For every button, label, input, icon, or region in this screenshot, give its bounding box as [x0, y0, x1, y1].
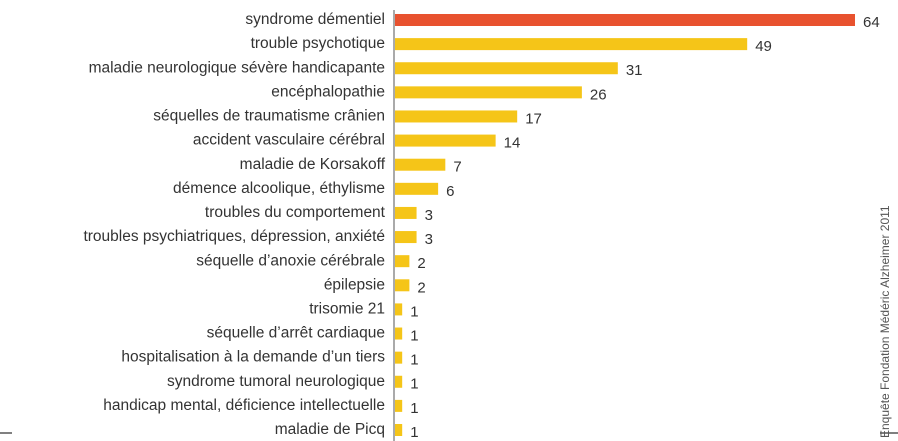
category-label: syndrome démentiel	[245, 11, 385, 28]
value-label: 64	[863, 14, 880, 31]
value-label: 17	[525, 110, 542, 127]
bar	[395, 206, 417, 219]
category-label: syndrome tumoral neurologique	[167, 373, 385, 390]
value-label: 1	[410, 352, 418, 369]
bar	[395, 86, 582, 99]
category-label: accident vasculaire cérébral	[193, 132, 385, 149]
value-label: 1	[410, 424, 418, 441]
category-label: trouble psychotique	[251, 35, 385, 52]
category-label: maladie de Korsakoff	[240, 156, 386, 173]
value-label: 3	[425, 231, 433, 248]
bar	[395, 303, 403, 316]
category-label: troubles psychiatriques, dépression, anx…	[83, 228, 385, 245]
category-label: séquelle d’anoxie cérébrale	[196, 252, 385, 269]
bar	[395, 327, 403, 340]
category-label: maladie neurologique sévère handicapante	[89, 59, 385, 76]
category-label: séquelles de traumatisme crânien	[153, 108, 385, 125]
bar	[395, 399, 403, 412]
category-label: épilepsie	[324, 276, 385, 293]
value-label: 2	[417, 279, 425, 296]
bar	[395, 255, 410, 268]
source: Enquête Fondation Médéric Alzheimer 2011	[878, 205, 892, 438]
category-label: séquelle d’arrêt cardiaque	[207, 325, 385, 342]
bar	[395, 62, 618, 75]
value-label: 2	[417, 255, 425, 272]
bar	[395, 182, 439, 195]
value-label: 1	[410, 303, 418, 320]
bar	[395, 134, 496, 147]
value-label: 49	[755, 38, 772, 55]
bar	[395, 231, 417, 244]
category-label: handicap mental, déficience intellectuel…	[103, 397, 385, 414]
value-label: 1	[410, 376, 418, 393]
value-label: 1	[410, 400, 418, 417]
category-label: troubles du comportement	[205, 204, 386, 221]
bar	[395, 279, 410, 292]
category-label: trisomie 21	[309, 301, 385, 318]
bar	[395, 424, 403, 436]
value-label: 3	[425, 207, 433, 224]
bar	[395, 375, 403, 388]
bar	[395, 110, 518, 123]
value-label: 26	[590, 86, 607, 103]
category-label: hospitalisation à la demande d’un tiers	[121, 349, 385, 366]
bar	[395, 38, 748, 51]
category-label: démence alcoolique, éthylisme	[173, 180, 385, 197]
bar	[395, 158, 446, 171]
value-label: 1	[410, 327, 418, 344]
category-label: maladie de Picq	[275, 421, 385, 438]
bar	[395, 14, 855, 26]
value-label: 6	[446, 183, 454, 200]
value-label: 7	[453, 159, 461, 176]
bar	[395, 351, 403, 364]
value-label: 14	[504, 135, 521, 152]
value-label: 31	[626, 62, 643, 79]
category-label: encéphalopathie	[271, 83, 385, 100]
